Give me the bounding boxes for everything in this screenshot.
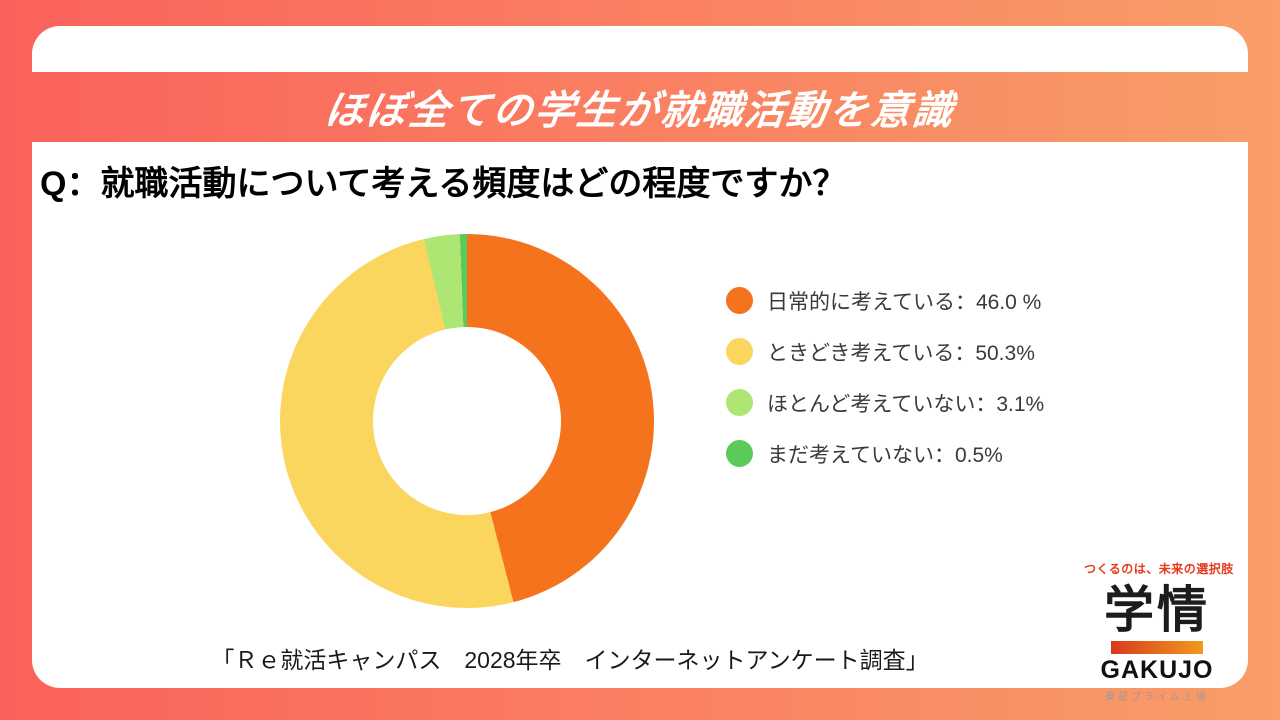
legend-swatch-icon [726,389,753,416]
logo-gradient-bar-icon [1111,641,1203,654]
survey-source-note: 「Ｒｅ就活キャンパス 2028年卒 インターネットアンケート調査」 [211,647,929,673]
logo-listing-text: 東証プライム上場 [1105,691,1209,703]
page-title: ほぼ全ての学生が就職活動を意識 [322,89,957,133]
legend-label: ときどき考えている：50.3% [767,341,1035,365]
question-heading: Q：就職活動について考える頻度はどの程度ですか？ [40,165,847,203]
legend-label: 日常的に考えている：46.0 % [767,290,1042,314]
legend-swatch-icon [726,287,753,314]
legend-item: まだ考えていない：0.5% [726,428,1044,479]
donut-chart [280,234,654,608]
title-banner: ほぼ全ての学生が就職活動を意識 [0,72,1280,142]
logo-kanji-wordmark: 学情 [1104,582,1210,638]
legend-item: 日常的に考えている：46.0 % [726,275,1044,326]
donut-hole [373,327,561,515]
legend-label: まだ考えていない：0.5% [767,443,1003,467]
legend-item: ときどき考えている：50.3% [726,326,1044,377]
legend-label: ほとんど考えていない：3.1% [767,392,1045,416]
logo-tagline: つくるのは、未来の選択肢 [1084,562,1234,576]
legend-swatch-icon [726,338,753,365]
chart-legend: 日常的に考えている：46.0 % ときどき考えている：50.3% ほとんど考えて… [726,275,1044,479]
logo-latin-wordmark: GAKUJO [1100,656,1214,684]
gakujo-logo: つくるのは、未来の選択肢 学情 GAKUJO 東証プライム上場 [1084,560,1234,703]
legend-swatch-icon [726,440,753,467]
legend-item: ほとんど考えていない：3.1% [726,377,1044,428]
